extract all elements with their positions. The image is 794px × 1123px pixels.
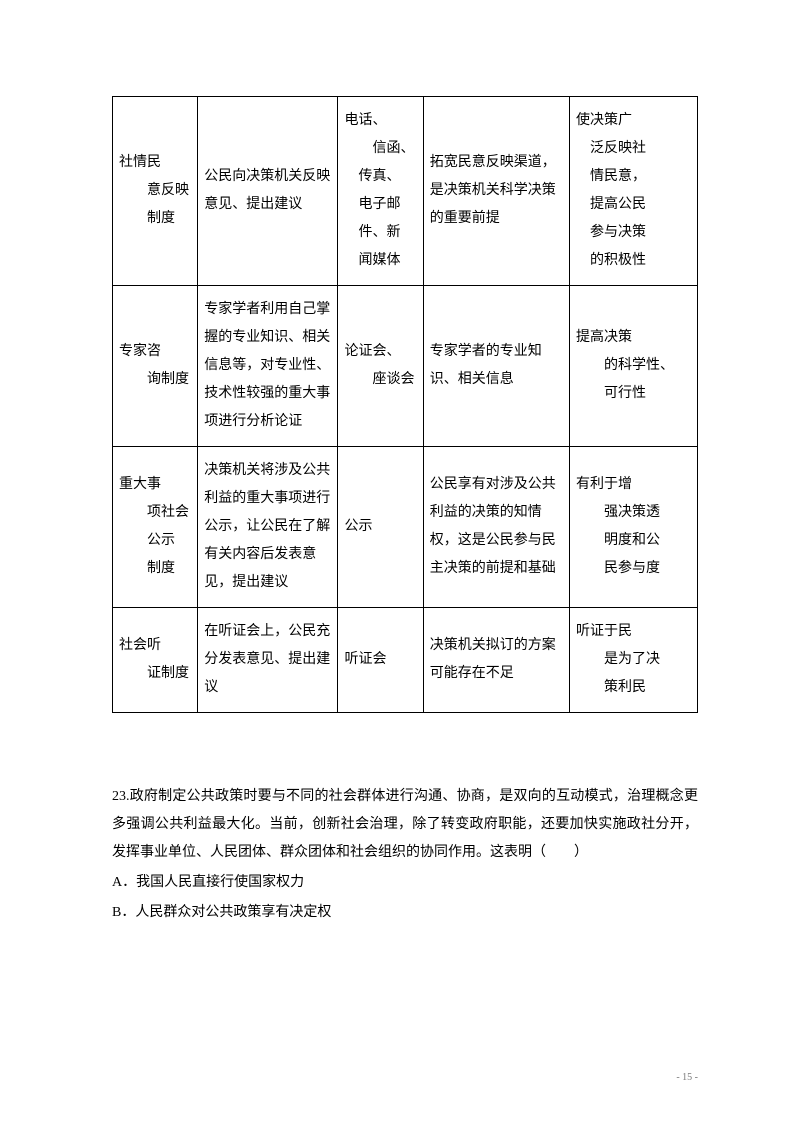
question-block: 23.政府制定公共政策时要与不同的社会群体进行沟通、协商，是双向的互动模式，治理… bbox=[112, 783, 698, 867]
cell: 公民享有对涉及公共利益的决策的知情权，这是公民参与民主决策的前提和基础 bbox=[423, 447, 569, 608]
cell: 专家学者的专业知识、相关信息 bbox=[423, 286, 569, 447]
table-row: 社会听 证制度 在听证会上，公民充分发表意见、提出建议 听证会 决策机关拟订的方… bbox=[113, 608, 698, 713]
cell: 电话、 信函、 传真、 电子邮 件、新 闻媒体 bbox=[338, 97, 423, 286]
cell: 决策机关将涉及公共利益的重大事项进行公示，让公民在了解有关内容后发表意见，提出建… bbox=[198, 447, 338, 608]
cell: 决策机关拟订的方案可能存在不足 bbox=[423, 608, 569, 713]
cell: 听证于民 是为了决 策利民 bbox=[570, 608, 698, 713]
cell: 拓宽民意反映渠道，是决策机关科学决策的重要前提 bbox=[423, 97, 569, 286]
cell: 社情民 意反映 制度 bbox=[113, 97, 198, 286]
cell: 论证会、 座谈会 bbox=[338, 286, 423, 447]
cell: 在听证会上，公民充分发表意见、提出建议 bbox=[198, 608, 338, 713]
table-row: 重大事 项社会 公示 制度 决策机关将涉及公共利益的重大事项进行公示，让公民在了… bbox=[113, 447, 698, 608]
cell: 公民向决策机关反映意见、提出建议 bbox=[198, 97, 338, 286]
table-row: 专家咨 询制度 专家学者利用自己掌握的专业知识、相关信息等，对专业性、技术性较强… bbox=[113, 286, 698, 447]
cell: 重大事 项社会 公示 制度 bbox=[113, 447, 198, 608]
cell: 使决策广 泛反映社 情民意， 提高公民 参与决策 的积极性 bbox=[570, 97, 698, 286]
cell: 听证会 bbox=[338, 608, 423, 713]
option-b: B．人民群众对公共政策享有决定权 bbox=[112, 899, 698, 927]
cell: 公示 bbox=[338, 447, 423, 608]
cell: 专家咨 询制度 bbox=[113, 286, 198, 447]
option-a: A．我国人民直接行使国家权力 bbox=[112, 869, 698, 897]
question-number: 23. bbox=[112, 789, 130, 804]
cell: 提高决策 的科学性、 可行性 bbox=[570, 286, 698, 447]
content-table: 社情民 意反映 制度 公民向决策机关反映意见、提出建议 电话、 信函、 传真、 … bbox=[112, 96, 698, 713]
cell: 社会听 证制度 bbox=[113, 608, 198, 713]
page-number: - 15 - bbox=[676, 1072, 698, 1083]
question-text: 政府制定公共政策时要与不同的社会群体进行沟通、协商，是双向的互动模式，治理概念更… bbox=[112, 789, 698, 860]
cell: 有利于增 强决策透 明度和公 民参与度 bbox=[570, 447, 698, 608]
table-row: 社情民 意反映 制度 公民向决策机关反映意见、提出建议 电话、 信函、 传真、 … bbox=[113, 97, 698, 286]
cell: 专家学者利用自己掌握的专业知识、相关信息等，对专业性、技术性较强的重大事项进行分… bbox=[198, 286, 338, 447]
